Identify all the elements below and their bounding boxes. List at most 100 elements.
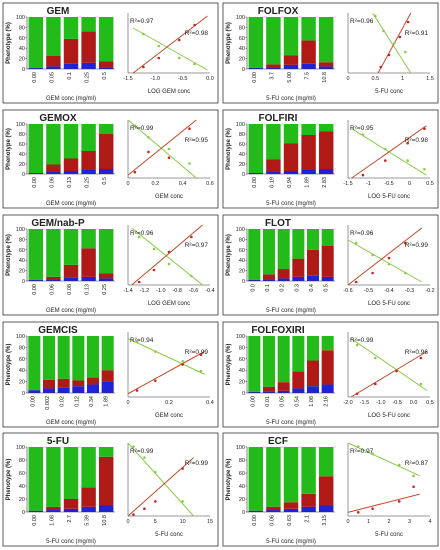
data-point-green — [193, 62, 196, 66]
y-tick-label: 0 — [22, 172, 25, 178]
fit-x-tick-label: 1 — [367, 519, 370, 525]
data-point-red — [371, 271, 374, 275]
x-tick-label: 0.1 — [265, 284, 271, 292]
bar-segment-red — [81, 248, 96, 277]
fit-x-tick-label: 15 — [207, 519, 213, 525]
data-point-red — [387, 53, 391, 57]
bar-segment-red — [266, 506, 281, 511]
bar-segment-blue — [277, 278, 290, 281]
bar-segment-blue — [283, 64, 299, 69]
fit-x-tick-label: 0 — [126, 400, 129, 406]
bar-segment-green — [318, 17, 334, 63]
x-tick-label: 0.0 — [250, 284, 256, 292]
bar-segment-green — [301, 17, 316, 41]
fit-line-green — [127, 442, 194, 517]
bar-segment-green — [28, 447, 44, 511]
data-point-red — [142, 65, 145, 69]
data-point-green — [181, 359, 184, 363]
bar-segment-green — [266, 17, 281, 65]
bar-segment-blue — [277, 390, 290, 393]
bar-segment-red — [292, 371, 305, 389]
fit-x-tick-label: -0.4 — [205, 288, 214, 294]
fit-x-axis-label: 5-FU conc — [155, 532, 183, 538]
data-point-green — [167, 262, 171, 266]
bar-segment-red — [262, 274, 276, 280]
bar-segment-green — [283, 17, 299, 56]
bar-segment-blue — [46, 279, 61, 281]
r2-green-label: R²=0.94 — [130, 337, 154, 344]
data-point-red — [154, 500, 157, 503]
data-point-green — [133, 124, 137, 128]
panel-5: GEM/nab-P Phenotype (%) 0 20 40 60 80 100 0.00 0.… — [2, 214, 219, 316]
fit-x-tick-label: 0.5 — [426, 400, 434, 406]
fit-x-tick-label: 5 — [154, 519, 157, 525]
fit-x-tick-label: 10 — [180, 519, 186, 525]
bar-segment-green — [248, 124, 264, 173]
y-tick-label: 40 — [239, 46, 245, 52]
bar-segment-green — [318, 124, 334, 132]
fit-x-axis-label: LOG 5-FU conc — [368, 413, 410, 419]
y-tick-label: 0 — [242, 67, 245, 73]
x-axis-label: GEM conc (mg/ml) — [46, 420, 96, 426]
fit-x-tick-label: 0.0 — [410, 400, 418, 406]
bar-segment-red — [72, 380, 85, 387]
x-tick-label: 2.1 — [305, 515, 311, 523]
data-point-green — [199, 369, 203, 373]
x-tick-label: 0.00 — [32, 515, 38, 526]
fit-x-tick-label: -0.5 — [364, 288, 373, 294]
fit-x-tick-label: -1.0 — [376, 400, 385, 406]
bar-segment-red — [318, 131, 334, 169]
data-point-green — [387, 262, 391, 266]
x-axis-label: 5-FU conc (mg/ml) — [266, 420, 316, 426]
data-point-red — [137, 280, 141, 284]
y-tick-label: 100 — [236, 445, 245, 451]
bar-segment-green — [248, 336, 261, 392]
y-tick-label: 80 — [19, 132, 25, 138]
panel-title: FOLFOXIRI — [251, 325, 305, 336]
fit-x-tick-label: 3 — [408, 519, 411, 525]
y-tick-label: 40 — [19, 46, 25, 52]
data-point-red — [383, 159, 387, 162]
bar-segment-green — [72, 336, 85, 381]
x-tick-label: 0.00 — [252, 177, 258, 188]
fit-x-tick-label: 0 — [126, 519, 129, 525]
y-tick-label: 100 — [16, 122, 25, 128]
bar-segment-red — [46, 56, 61, 67]
y-tick-label: 40 — [239, 368, 245, 374]
x-tick-label: 0.00 — [252, 72, 258, 83]
bar-segment-red — [46, 276, 61, 280]
y-tick-label: 20 — [19, 162, 25, 168]
y-tick-label: 80 — [19, 458, 25, 464]
fit-line-red — [351, 125, 427, 179]
fit-x-tick-label: 0.5 — [372, 76, 380, 82]
x-axis-label: 5-FU conc (mg/ml) — [266, 96, 316, 102]
bar-segment-green — [42, 336, 56, 380]
fit-x-tick-label: 0.4 — [179, 181, 187, 187]
data-point-green — [374, 14, 377, 18]
x-tick-label: 2.16 — [324, 396, 330, 407]
x-tick-label: 0.00 — [32, 72, 38, 83]
bar-segment-green — [28, 336, 41, 391]
data-point-red — [181, 363, 184, 366]
bar-segment-red — [301, 493, 316, 507]
r2-red-label: R²=0.91 — [405, 30, 429, 37]
x-tick-label: 0.05 — [280, 396, 286, 407]
y-tick-label: 60 — [19, 248, 25, 254]
bar-segment-blue — [306, 386, 320, 393]
panel-6: FLOT Phenotype (%) 0 20 40 60 80 100 0.0 0.1 0.2 0.… — [222, 214, 439, 316]
y-axis-label: Phenotype (%) — [226, 234, 232, 276]
y-tick-label: 20 — [239, 380, 245, 386]
data-point-red — [193, 23, 196, 27]
x-tick-label: 0.06 — [49, 284, 55, 295]
bar-segment-blue — [248, 510, 264, 512]
data-point-red — [361, 173, 365, 177]
bar-segment-red — [266, 64, 281, 68]
fit-line-green — [347, 239, 423, 283]
bar-segment-red — [81, 151, 96, 170]
data-point-green — [135, 340, 139, 344]
fit-line-red — [127, 119, 197, 176]
bar-segment-green — [266, 124, 281, 160]
x-tick-label: 0.02 — [60, 396, 66, 407]
x-tick-label: 0.06 — [49, 177, 55, 188]
y-tick-label: 40 — [19, 368, 25, 374]
